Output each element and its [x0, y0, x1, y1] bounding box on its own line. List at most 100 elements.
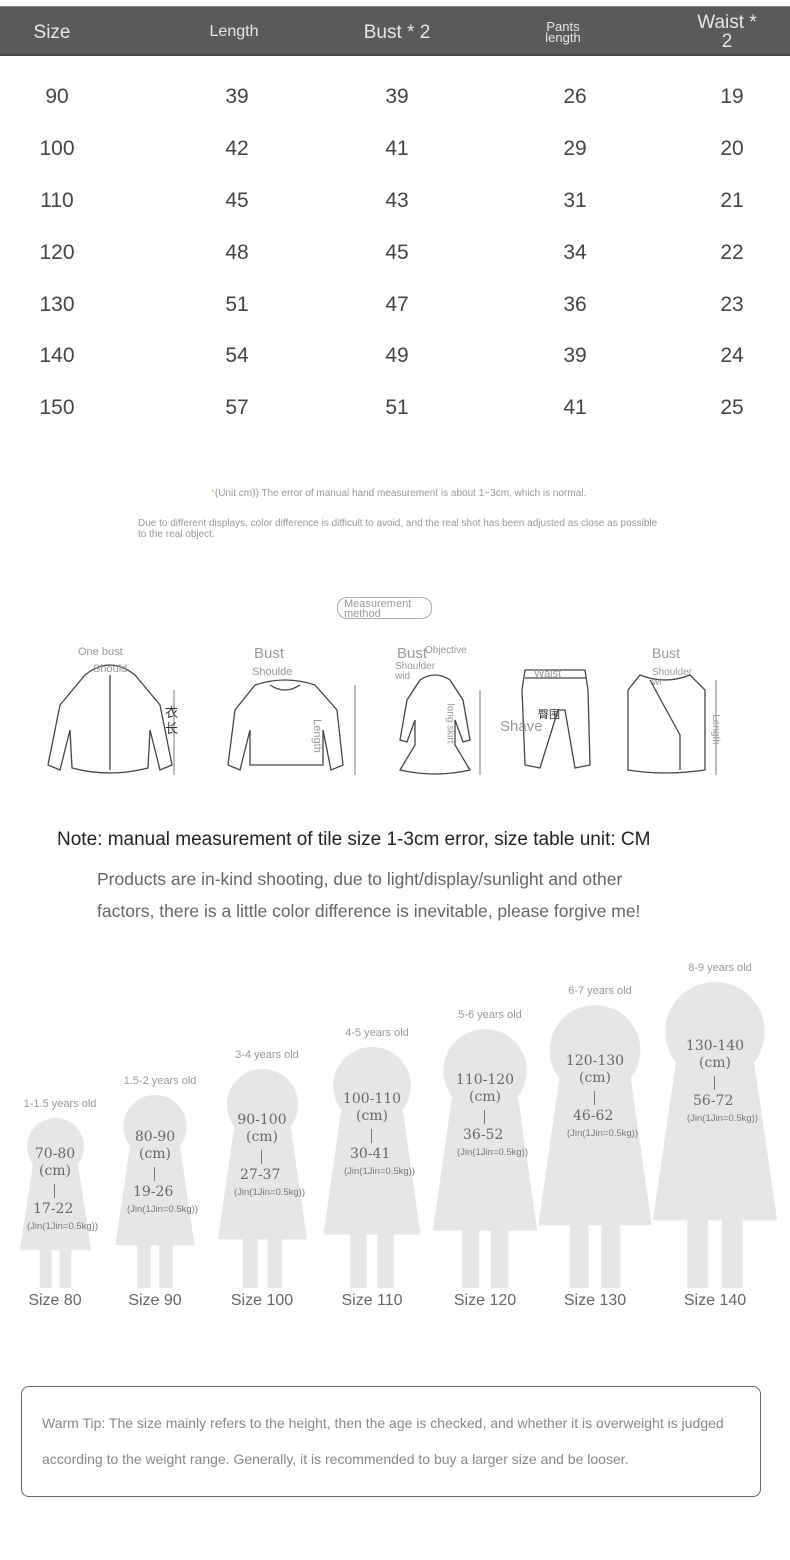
size-label: Size 110	[341, 1292, 403, 1309]
height-unit: (cm)	[355, 1108, 389, 1124]
table-cell: 19	[720, 85, 744, 108]
sweater-bust-label: Bust	[254, 645, 285, 662]
dress-bust-label: Bust	[397, 645, 428, 662]
weight-unit: (Jin(1Jin=0.5kg))	[234, 1187, 306, 1198]
age-label: 3-4 years old	[235, 1049, 299, 1061]
weight-unit: (Jin(1Jin=0.5kg))	[687, 1113, 759, 1124]
size-label: Size 140	[683, 1292, 747, 1309]
weight-range: 27-37	[240, 1167, 281, 1183]
size-label: Size 80	[28, 1292, 82, 1309]
table-cell: 140	[39, 344, 75, 367]
height-unit: (cm)	[38, 1163, 72, 1179]
header-waist: Waist * 2	[697, 12, 757, 52]
sweater-icon	[227, 679, 356, 775]
weight-unit: (Jin(1Jin=0.5kg))	[567, 1128, 639, 1139]
dress-icon	[398, 674, 481, 775]
table-cell: 120	[39, 241, 75, 264]
age-label: 6-7 years old	[568, 985, 632, 997]
size-label: Size 120	[453, 1292, 517, 1309]
pants-icon	[521, 669, 591, 769]
dress-shoulder-label: Shoulder wid	[395, 661, 436, 682]
sweater-shoulder-label: Shoulde	[252, 666, 293, 678]
jacket-shoulder-label: Should	[93, 663, 128, 675]
age-label: 1.5-2 years old	[123, 1075, 197, 1087]
sweater-length-label: Length	[310, 719, 323, 753]
height-unit: (cm)	[138, 1146, 172, 1162]
dress-skirt-label: long skirt	[444, 703, 456, 744]
divider	[484, 1110, 485, 1124]
divider	[371, 1129, 372, 1143]
jacket-bust-label: One bust	[78, 646, 123, 658]
size-label: Size 130	[563, 1292, 627, 1309]
height-unit: (cm)	[245, 1129, 279, 1145]
table-cell: 39	[225, 85, 249, 108]
weight-unit: (Jin(1Jin=0.5kg))	[457, 1147, 529, 1158]
table-cell: 34	[563, 241, 587, 264]
divider	[594, 1091, 595, 1105]
table-cell: 25	[720, 396, 744, 419]
unit-note: *(Unit cm)) The error of manual hand mea…	[211, 488, 601, 499]
weight-range: 19-26	[133, 1184, 174, 1200]
table-cell: 23	[720, 293, 744, 316]
child-silhouette-icon	[217, 1069, 307, 1288]
vest-icon	[627, 674, 717, 775]
table-cell: 51	[225, 293, 249, 316]
table-cell: 21	[720, 189, 744, 212]
header-length: Length	[209, 23, 259, 40]
height-range: 70-80	[34, 1146, 76, 1162]
weight-unit: (Jin(1Jin=0.5kg))	[127, 1204, 199, 1215]
table-cell: 54	[225, 344, 249, 367]
measurement-note: Note: manual measurement of tile size 1-…	[57, 829, 651, 850]
age-label: 1-1.5 years old	[23, 1098, 97, 1110]
height-unit: (cm)	[578, 1070, 612, 1086]
child-silhouette-icon	[323, 1047, 421, 1288]
jacket-length-label: 衣长	[165, 705, 179, 736]
pants-waist-label: Waist	[534, 668, 562, 680]
weight-range: 17-22	[33, 1201, 74, 1217]
table-cell: 42	[225, 137, 249, 160]
table-cell: 130	[39, 293, 75, 316]
jacket-icon	[47, 664, 175, 775]
child-silhouette-icon	[432, 1029, 538, 1288]
child-silhouette-icon	[115, 1095, 195, 1288]
table-cell: 41	[563, 396, 587, 419]
table-cell: 31	[563, 189, 587, 212]
table-cell: 45	[385, 241, 409, 264]
table-cell: 150	[39, 396, 75, 419]
weight-range: 56-72	[693, 1093, 734, 1109]
table-cell: 49	[385, 344, 409, 367]
table-cell: 110	[40, 189, 74, 212]
header-bust: Bust * 2	[363, 21, 431, 43]
unit-note-text: (Unit cm)) The error of manual hand meas…	[214, 488, 587, 499]
age-label: 4-5 years old	[345, 1027, 409, 1039]
table-cell: 29	[563, 137, 587, 160]
size-table-header: Size Length Bust * 2 Pants length Waist …	[0, 6, 790, 56]
table-cell: 39	[563, 344, 587, 367]
table-cell: 43	[385, 189, 409, 212]
pants-hip-label: 臀围	[538, 709, 560, 721]
height-unit: (cm)	[698, 1055, 732, 1071]
divider	[261, 1150, 262, 1164]
table-cell: 41	[385, 137, 409, 160]
table-cell: 51	[385, 396, 409, 419]
child-silhouette-icon	[652, 982, 778, 1288]
weight-range: 36-52	[463, 1127, 504, 1143]
warm-tip-box: Warm Tip: The size mainly refers to the …	[21, 1386, 761, 1497]
header-pants-length: Pants length	[545, 19, 581, 45]
table-cell: 22	[720, 241, 744, 264]
table-cell: 57	[225, 396, 249, 419]
pants-shave-label: Shave	[500, 718, 543, 735]
header-size: Size	[33, 21, 71, 43]
divider	[154, 1167, 155, 1181]
child-silhouette-icon	[538, 1005, 652, 1288]
table-cell: 39	[385, 85, 409, 108]
size-label: Size 100	[230, 1292, 294, 1309]
weight-unit: (Jin(1Jin=0.5kg))	[27, 1221, 99, 1232]
height-range: 110-120	[455, 1072, 515, 1088]
table-cell: 24	[720, 344, 744, 367]
vest-length-label: Length	[709, 714, 721, 745]
dress-objective-label: Objective	[425, 645, 467, 656]
age-label: 5-6 years old	[458, 1009, 522, 1021]
table-cell: 48	[225, 241, 249, 264]
height-range: 100-110	[342, 1091, 402, 1107]
